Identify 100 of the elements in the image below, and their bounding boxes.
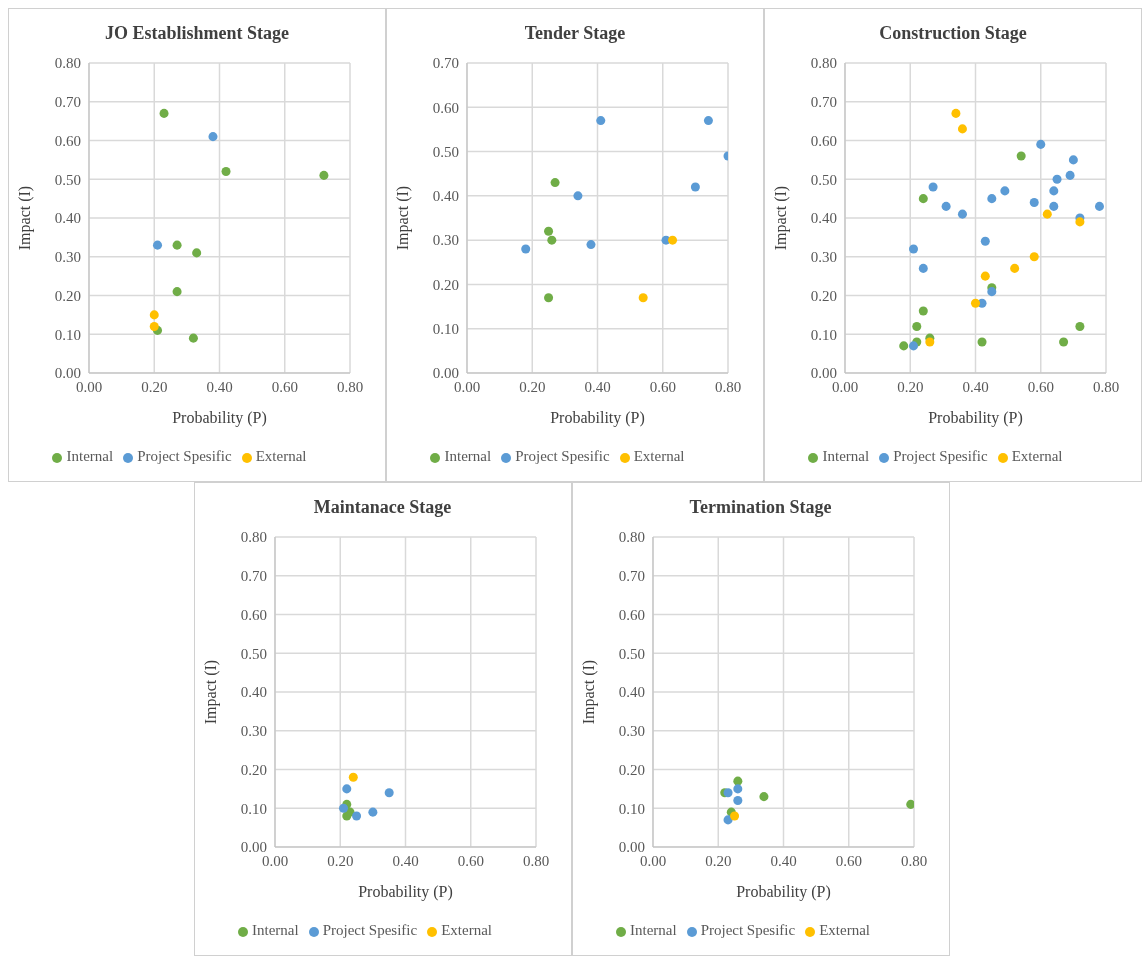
point bbox=[596, 116, 606, 126]
y-tick-label: 0.70 bbox=[432, 55, 459, 72]
y-tick-label: 0.40 bbox=[54, 210, 81, 227]
x-tick-label: 0.60 bbox=[1027, 378, 1054, 395]
y-tick-label: 0.30 bbox=[810, 249, 837, 266]
y-axis-title: Impact (I) bbox=[15, 185, 34, 251]
y-tick-label: 0.60 bbox=[54, 132, 81, 149]
y-tick-label: 0.40 bbox=[432, 188, 459, 205]
chart-title: Tender Stage bbox=[523, 22, 627, 45]
legend-label: External bbox=[255, 448, 307, 464]
x-axis-title: Probability (P) bbox=[735, 883, 831, 901]
legend-label: External bbox=[819, 922, 871, 938]
y-tick-label: 0.70 bbox=[810, 94, 837, 111]
point bbox=[348, 772, 358, 782]
x-tick-label: 0.20 bbox=[897, 378, 924, 395]
point bbox=[1049, 201, 1059, 211]
x-tick-label: 0.40 bbox=[962, 378, 989, 395]
legend-label: Internal bbox=[251, 922, 299, 938]
point bbox=[977, 337, 987, 347]
y-tick-label: 0.10 bbox=[54, 326, 81, 343]
point bbox=[521, 244, 531, 254]
point bbox=[367, 807, 377, 817]
y-tick-label: 0.60 bbox=[432, 99, 459, 116]
y-tick-label: 0.40 bbox=[618, 684, 645, 701]
x-tick-label: 0.20 bbox=[704, 852, 731, 869]
y-tick-label: 0.30 bbox=[240, 723, 267, 740]
point bbox=[957, 124, 967, 134]
x-axis-title: Probability (P) bbox=[550, 409, 645, 427]
y-tick-label: 0.50 bbox=[54, 171, 81, 188]
point bbox=[723, 788, 733, 798]
x-tick-label: 0.20 bbox=[326, 852, 353, 869]
point bbox=[544, 226, 554, 236]
y-axis-title: Impact (I) bbox=[771, 185, 790, 251]
point bbox=[703, 116, 713, 126]
point bbox=[188, 333, 198, 343]
point bbox=[384, 788, 394, 798]
point bbox=[951, 108, 961, 118]
point bbox=[338, 803, 348, 813]
point bbox=[1036, 139, 1046, 149]
chart-title: Termination Stage bbox=[688, 496, 833, 519]
y-tick-label: 0.60 bbox=[618, 606, 645, 623]
legend-label: Project Spesific bbox=[322, 922, 418, 938]
y-tick-label: 0.60 bbox=[240, 606, 267, 623]
point bbox=[1042, 209, 1052, 219]
x-axis-title: Probability (P) bbox=[928, 409, 1023, 427]
legend-label: Internal bbox=[66, 448, 114, 464]
y-tick-label: 0.20 bbox=[240, 761, 267, 778]
x-axis-title: Probability (P) bbox=[172, 409, 267, 427]
point bbox=[941, 201, 951, 211]
point bbox=[544, 293, 554, 303]
y-tick-label: 0.50 bbox=[618, 645, 645, 662]
point bbox=[159, 108, 169, 118]
point bbox=[1075, 217, 1085, 227]
y-tick-label: 0.40 bbox=[810, 210, 837, 227]
x-tick-label: 0.80 bbox=[900, 852, 927, 869]
legend-label: Project Spesific bbox=[700, 922, 796, 938]
point bbox=[970, 298, 981, 308]
point bbox=[732, 784, 742, 794]
point bbox=[638, 293, 648, 303]
y-tick-label: 0.70 bbox=[618, 568, 645, 585]
y-tick-label: 0.70 bbox=[54, 94, 81, 111]
x-tick-label: 0.80 bbox=[336, 378, 364, 395]
y-tick-label: 0.20 bbox=[810, 287, 837, 304]
point bbox=[912, 321, 922, 332]
x-tick-label: 0.60 bbox=[271, 378, 298, 395]
x-tick-label: 0.80 bbox=[714, 378, 742, 395]
x-tick-label: 0.60 bbox=[457, 852, 484, 869]
x-tick-label: 0.40 bbox=[206, 378, 233, 395]
y-axis-title: Impact (I) bbox=[201, 659, 220, 725]
point bbox=[172, 240, 182, 250]
y-tick-label: 0.50 bbox=[432, 143, 459, 160]
x-tick-label: 0.40 bbox=[769, 852, 797, 869]
point bbox=[351, 811, 361, 821]
point bbox=[928, 182, 938, 192]
point bbox=[732, 776, 742, 786]
y-tick-label: 0.80 bbox=[54, 55, 81, 72]
y-tick-label: 0.30 bbox=[432, 232, 459, 249]
y-tick-label: 0.10 bbox=[240, 800, 267, 817]
y-tick-label: 0.30 bbox=[618, 723, 645, 740]
chart-title: Maintanace Stage bbox=[312, 496, 453, 519]
point bbox=[690, 182, 700, 192]
y-tick-label: 0.20 bbox=[432, 276, 459, 293]
point bbox=[573, 191, 583, 201]
x-tick-label: 0.80 bbox=[1092, 378, 1120, 395]
point bbox=[149, 321, 159, 332]
point bbox=[1052, 174, 1062, 184]
chart-title: Construction Stage bbox=[878, 22, 1028, 45]
point bbox=[1059, 337, 1069, 347]
point bbox=[987, 194, 997, 204]
point bbox=[1010, 263, 1020, 273]
y-tick-label: 0.10 bbox=[432, 321, 459, 338]
x-tick-label: 0.40 bbox=[584, 378, 611, 395]
legend-label: Internal bbox=[822, 448, 870, 464]
point bbox=[547, 235, 557, 245]
y-axis-title: Impact (I) bbox=[393, 185, 412, 251]
x-tick-label: 0.40 bbox=[391, 852, 419, 869]
point bbox=[918, 194, 928, 204]
point bbox=[723, 815, 733, 825]
y-tick-label: 0.80 bbox=[618, 529, 645, 546]
y-tick-label: 0.80 bbox=[240, 529, 267, 546]
